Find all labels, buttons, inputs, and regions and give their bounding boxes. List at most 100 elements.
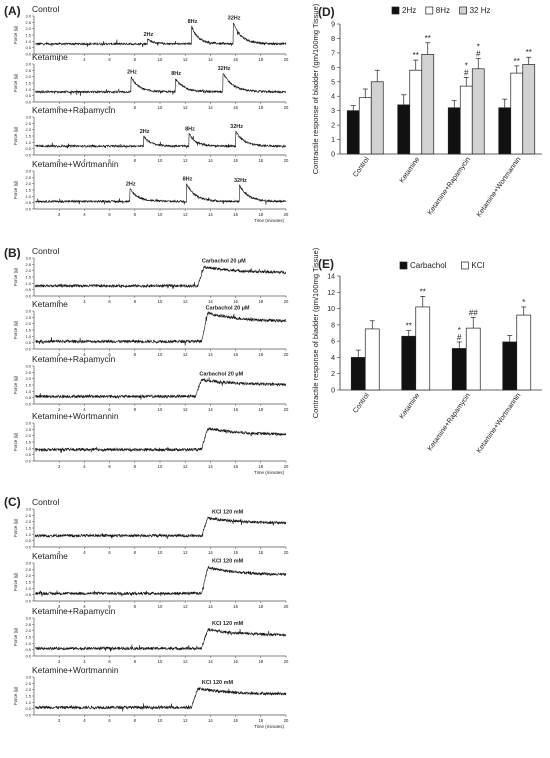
force-trace	[35, 22, 287, 48]
y-tick-label: 4	[331, 94, 335, 101]
significance-mark: ##	[469, 309, 478, 318]
x-tick-label: 8	[134, 550, 137, 555]
x-tick-label: 16	[233, 464, 238, 469]
x-tick-label: 20	[284, 550, 289, 555]
x-tick-label: 16	[233, 604, 238, 609]
x-tick-label: 12	[183, 105, 188, 110]
y-tick-label: 0	[331, 152, 335, 159]
x-tick-label: 20	[284, 604, 289, 609]
trace-row: Ketamine+Wortmannin 0.0 0.51.01.5 2.02.53.0…	[13, 159, 289, 223]
y-tick-label: 3.0	[25, 561, 31, 566]
y-tick-label: 6	[331, 339, 335, 346]
y-tick-label: 6	[331, 65, 335, 72]
x-tick-label: 12	[183, 659, 188, 664]
event-label: KCl 120 mM	[202, 680, 234, 686]
x-tick-label: 2	[58, 550, 61, 555]
y-tick-label: 1.5	[25, 694, 31, 699]
x-tick-label: 20	[284, 212, 289, 217]
panel-label-a: (A)	[4, 4, 21, 18]
x-tick-label: 20	[284, 407, 289, 412]
y-axis-label: Force (g)	[13, 267, 18, 286]
y-tick-label: 3.0	[25, 115, 31, 120]
event-label: 2Hz	[127, 70, 137, 76]
y-tick-label: 3.0	[25, 256, 31, 261]
x-tick-label: 12	[183, 464, 188, 469]
legend-label: 32 Hz	[470, 6, 491, 15]
significance-mark: **	[406, 322, 412, 331]
legend-swatch	[461, 261, 469, 270]
x-tick-label: 4	[83, 659, 86, 664]
x-tick-label: 10	[158, 659, 163, 664]
x-tick-label: 8	[134, 659, 137, 664]
trace-row-label: Control	[32, 246, 60, 256]
x-tick-label: 2	[58, 158, 61, 163]
x-tick-label: 20	[284, 105, 289, 110]
x-tick-label: 8	[134, 352, 137, 357]
event-label: 8Hz	[183, 177, 193, 183]
panel-label-c: (C)	[4, 495, 21, 509]
event-label: 32Hz	[218, 66, 231, 72]
event-label: 32Hz	[230, 124, 243, 130]
x-tick-label: 18	[258, 659, 263, 664]
x-tick-label: 16	[233, 212, 238, 217]
y-tick-label: 0.5	[25, 647, 31, 652]
x-tick-label: 2	[58, 57, 61, 62]
x-tick-label: 20	[284, 718, 289, 723]
y-tick-label: 1.5	[25, 328, 31, 333]
x-tick-label: 20	[284, 352, 289, 357]
x-tick-label: 12	[183, 604, 188, 609]
x-tick-label: 18	[258, 352, 263, 357]
x-tick-label: 6	[108, 352, 111, 357]
y-tick-label: 3.0	[25, 364, 31, 369]
event-label: Carbachol 20 µM	[206, 305, 250, 311]
y-axis-label: Force (g)	[13, 73, 18, 92]
y-tick-label: 1	[331, 137, 335, 144]
event-label: 32Hz	[234, 178, 247, 184]
bar	[415, 306, 431, 391]
bar	[451, 348, 467, 391]
y-tick-label: 3.0	[25, 675, 31, 680]
trace-row-label: Ketamine+Rapamycin	[32, 354, 116, 364]
x-tick-label: 4	[83, 604, 86, 609]
x-tick-label: 16	[233, 158, 238, 163]
force-trace	[34, 183, 287, 205]
event-label: 2Hz	[144, 32, 154, 38]
x-tick-label: 18	[258, 550, 263, 555]
x-tick-label: 20	[284, 299, 289, 304]
y-tick-label: 2.0	[25, 687, 31, 692]
force-trace	[35, 130, 287, 149]
x-tick-label: 8	[134, 212, 137, 217]
y-tick-label: 0.0	[25, 207, 31, 212]
x-tick-label: 16	[233, 57, 238, 62]
force-trace	[35, 311, 287, 346]
trace-row: Ketamine 0.0 0.51.01.5 2.02.53.0 Force (g) 2 4…	[13, 299, 289, 357]
y-tick-label: 0.5	[25, 395, 31, 400]
force-trace	[35, 73, 287, 96]
x-tick-label: 8	[134, 464, 137, 469]
y-tick-label: 1.0	[25, 334, 31, 339]
y-tick-label: 0.5	[25, 200, 31, 205]
legend-swatch	[459, 6, 467, 15]
x-tick-label: 8	[134, 407, 137, 412]
force-trace	[35, 427, 287, 453]
trace-row: Ketamine+Rapamycin 0.0 0.51.01.5 2.02.53.0 F…	[13, 354, 289, 412]
x-tick-label: 6	[108, 718, 111, 723]
y-axis-label: Force (g)	[13, 320, 18, 339]
event-label: 2Hz	[126, 182, 136, 188]
x-tick-label: 10	[158, 604, 163, 609]
x-tick-label: 14	[208, 407, 213, 412]
trace-row-label: Ketamine+Wortmannin	[32, 411, 119, 421]
event-label: Carbachol 20 µM	[199, 372, 243, 378]
bar	[421, 53, 435, 155]
x-tick-label: 18	[258, 212, 263, 217]
bar	[498, 107, 512, 155]
event-label: 8Hz	[185, 126, 195, 132]
x-tick-label: 6	[108, 464, 111, 469]
x-tick-label: 8	[134, 299, 137, 304]
y-tick-label: 3.0	[25, 616, 31, 621]
y-tick-label: 1.0	[25, 446, 31, 451]
x-tick-label: 10	[158, 299, 163, 304]
x-tick-label: 6	[108, 105, 111, 110]
legend-label: KCl	[471, 261, 484, 270]
y-tick-label: 1.5	[25, 526, 31, 531]
